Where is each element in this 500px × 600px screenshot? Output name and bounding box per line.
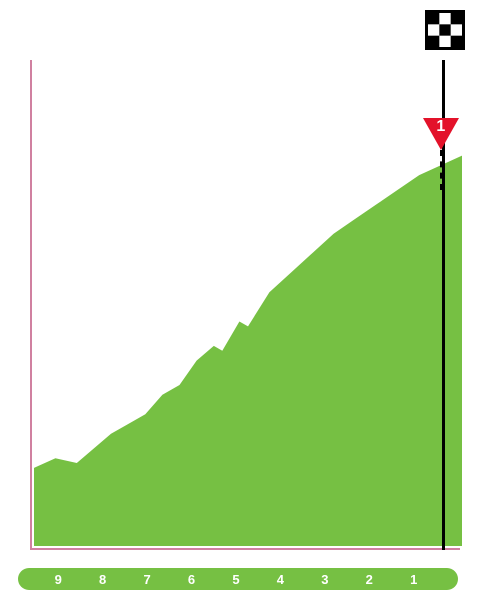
x-axis-tick: 9 (36, 572, 80, 587)
x-axis-labels: 987654321 (36, 568, 436, 590)
checkered-flag-icon (428, 13, 462, 47)
x-axis-tick: 2 (347, 572, 391, 587)
x-axis-tick: 5 (214, 572, 258, 587)
x-axis-tick: 4 (258, 572, 302, 587)
elevation-chart: 1 (30, 10, 460, 550)
chart-plot-area (30, 60, 460, 550)
x-axis-tick: 1 (392, 572, 436, 587)
elevation-profile-area (34, 58, 462, 546)
x-axis-tick: 7 (125, 572, 169, 587)
x-axis-tick: 8 (80, 572, 124, 587)
x-axis-tick: 6 (169, 572, 213, 587)
x-axis-tick: 3 (303, 572, 347, 587)
km-marker-dashed-line (440, 150, 442, 190)
km-marker-label: 1 (431, 118, 451, 136)
finish-flag-box (425, 10, 465, 50)
